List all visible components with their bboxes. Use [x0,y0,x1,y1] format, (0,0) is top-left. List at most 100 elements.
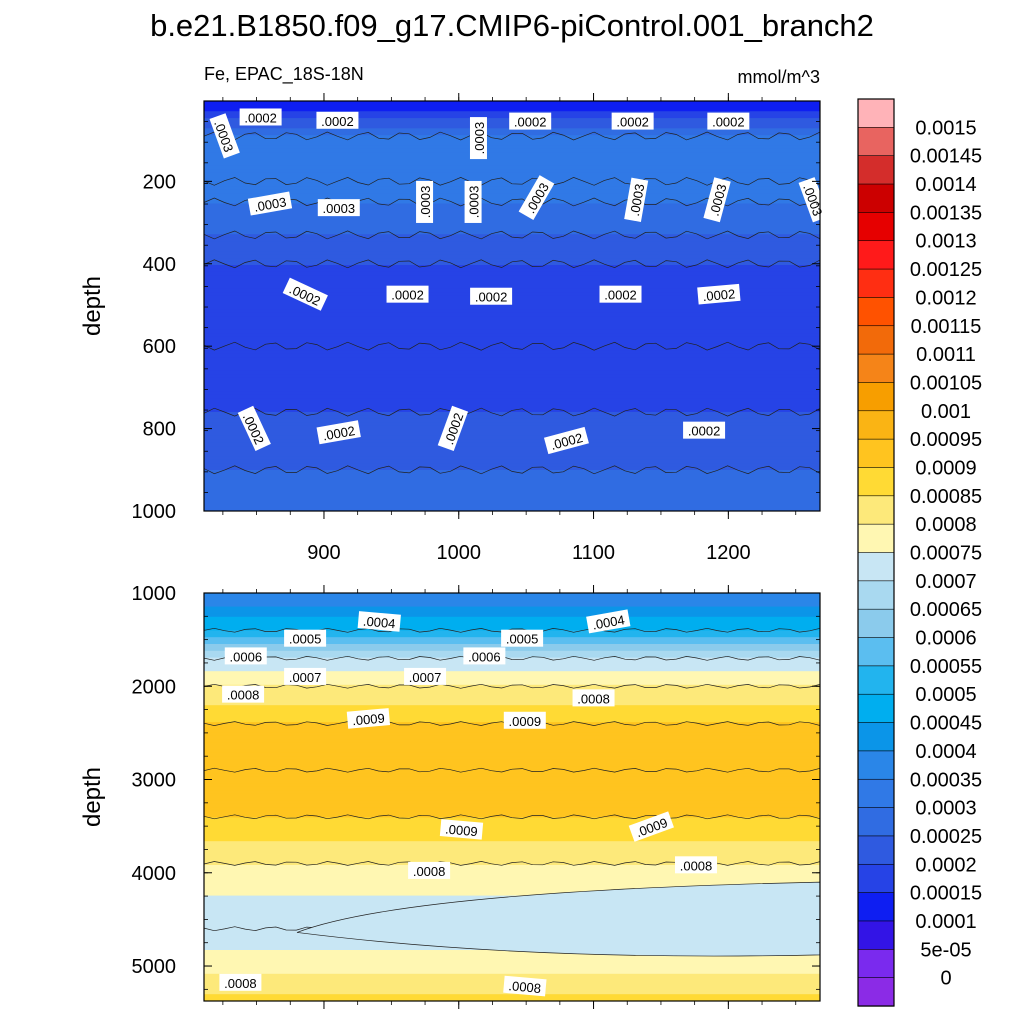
contour-band [204,415,820,420]
contour-band [204,814,820,818]
contour-label-text: .0002 [604,288,637,303]
contour-band [204,674,820,679]
contour-band [204,261,820,266]
contour-label-text: .0003 [323,201,356,216]
contour-band [204,763,820,767]
contour-band [204,858,820,863]
contour-band [204,769,820,774]
contour-band [204,203,820,208]
contour-band [204,388,820,392]
x-tick-label: 1200 [706,542,751,564]
y-tick-label: 4000 [132,863,177,885]
contour-label: .0004 [357,611,401,632]
contour-line [203,131,821,141]
contour-band [204,326,820,331]
contour-label: .0002 [683,421,726,439]
colorbar-swatch [857,637,895,667]
contour-band [204,800,820,805]
colorbar-swatch [857,155,895,185]
contour-label-text: .0008 [227,688,260,703]
contour-label-text: .0009 [445,821,479,839]
contour-band [204,271,820,276]
colorbar-label: 0.0003 [915,798,976,820]
contour-label-bg [697,283,741,305]
colorbar-label: 0.00025 [910,826,982,848]
contour-band [204,749,820,754]
contour-label-text: .0008 [577,691,610,706]
contour-band [204,997,820,1002]
contour-band [204,701,820,706]
contour-label-bg [798,177,829,223]
contour-band [204,275,820,280]
contour-line [203,341,821,351]
contour-band [204,213,820,218]
contour-band [204,892,820,897]
colorbar-label: 0.0012 [915,287,976,309]
contour-band [204,364,820,368]
contour-band [204,878,820,883]
contour-label-text: .0008 [413,864,446,879]
upper-panel: .0003 .0002 .0002 .0003 .0002 .0002 .0002 .0003… [79,93,829,564]
contour-band [204,504,820,509]
contour-line [203,861,821,866]
colorbar-swatch [857,382,895,412]
contour-band [204,834,820,839]
contour-label-text: .0002 [475,290,508,305]
contour-label: .0002 [599,285,642,303]
contour-label-text: .0003 [467,186,482,219]
contour-label-bg [509,112,552,130]
contour-band [204,790,820,795]
contour-band [204,162,820,167]
contour-label-text: .0008 [508,978,542,996]
contour-label-bg [518,175,555,221]
contour-band [204,691,820,696]
contour-band [204,309,820,314]
colorbar-label: 5e-05 [920,939,971,961]
contour-band [204,138,820,143]
contour-label: .0008 [222,685,265,703]
contour-band [204,851,820,856]
colorbar-label: 0.00095 [910,429,982,451]
contour-label-bg [219,973,262,991]
contour-band [204,234,820,239]
contour-band [204,323,820,327]
contour-label-bg [501,629,544,647]
contour-band [204,189,820,194]
contour-band [204,186,820,191]
colorbar-swatch [857,98,895,128]
contour-label-bg [209,113,240,159]
y-axis-label: depth [79,767,106,827]
contour-label-text: .0002 [514,115,547,130]
contour-band [204,848,820,852]
contour-label: .0005 [501,629,544,647]
contour-label-bg [317,199,360,217]
contour-line [203,655,821,661]
contour-label-bg [284,667,327,685]
contour-band [204,871,820,876]
contour-label-text: .0006 [230,649,263,664]
colorbar-label: 0.00055 [910,656,982,678]
contour-line [203,465,821,475]
contour-label-text: .0003 [627,183,647,218]
contour-band [204,827,820,832]
contour-label-bg [237,405,271,452]
contour-label: .0008 [503,975,547,997]
contour-band [204,452,820,457]
contour-band [204,148,820,153]
contour-band [204,343,820,348]
contour-band [204,861,820,866]
contour-band [204,435,820,440]
contour-band [204,729,820,733]
contour-band [204,994,820,999]
contour-band [204,244,820,249]
contour-label-bg [543,426,589,455]
contour-band [204,350,820,355]
contour-band [204,193,820,198]
contour-band [204,746,820,750]
contour-line [203,259,821,269]
contour-band [204,405,820,409]
contour-label-bg [416,180,434,223]
contour-band [204,888,820,893]
colorbar-swatch [857,127,895,157]
contour-band [204,381,820,386]
